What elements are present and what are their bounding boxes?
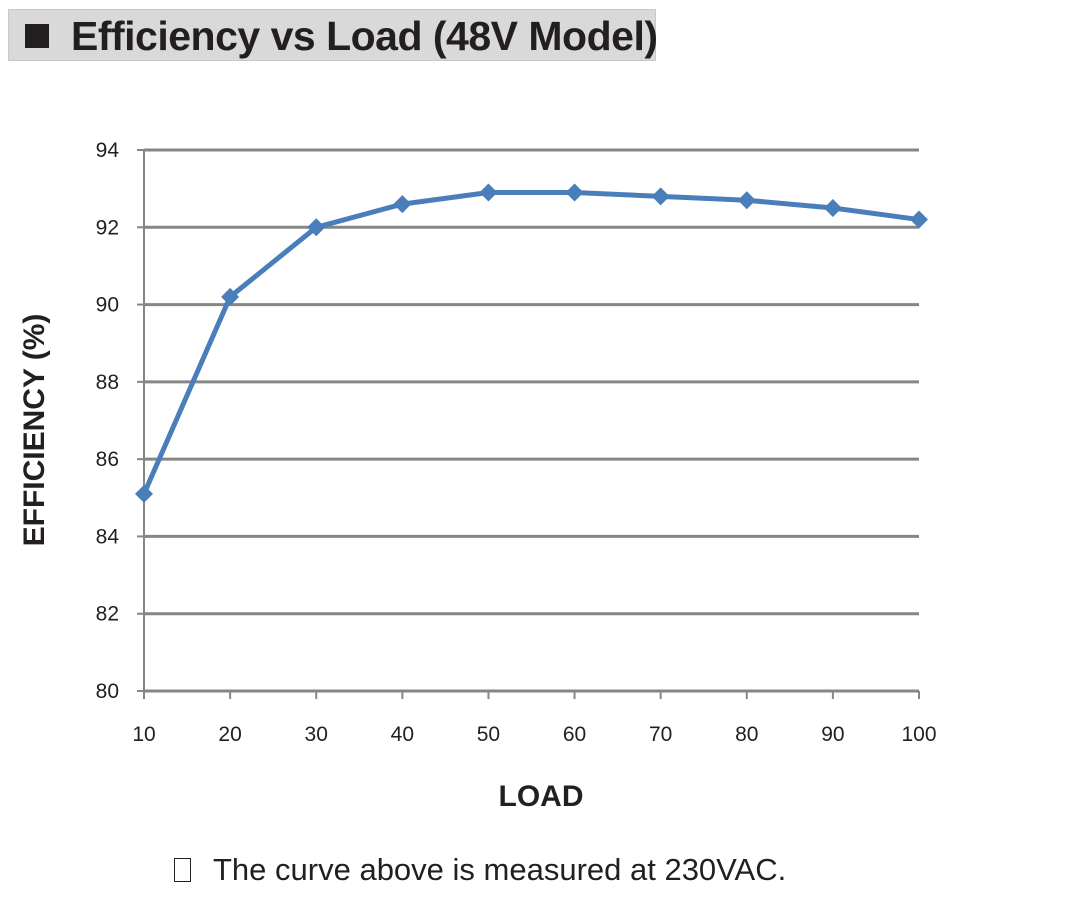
series-line [141, 190, 920, 495]
data-point-marker [910, 210, 928, 229]
data-point-marker [823, 198, 842, 217]
x-tick-label: 80 [735, 723, 758, 746]
y-tick-label: 90 [96, 294, 119, 317]
x-tick-label: 50 [477, 723, 500, 746]
x-tick-label: 30 [305, 723, 328, 746]
x-tick-label: 100 [901, 723, 936, 746]
note-box-icon [174, 858, 191, 882]
data-point-marker [651, 187, 670, 206]
data-point-marker [221, 287, 240, 306]
x-tick-label: 10 [132, 723, 155, 746]
x-tick-label: 20 [218, 723, 241, 746]
axis-layer [137, 149, 920, 699]
x-tick-label: 70 [649, 723, 672, 746]
data-point-marker [135, 484, 153, 503]
chart-title: Efficiency vs Load (48V Model) [71, 13, 658, 59]
x-tick-label: 40 [391, 723, 414, 746]
y-tick-label: 88 [96, 371, 119, 394]
tick-labels: 80 82 84 86 88 90 92 94 10 20 30 40 50 60 70 80 90 100 [96, 139, 937, 746]
title-bullet-square [25, 24, 49, 48]
y-tick-label: 80 [96, 680, 119, 703]
data-point-marker [565, 183, 584, 202]
title-banner: Efficiency vs Load (48V Model) [8, 9, 658, 61]
x-tick-label: 60 [563, 723, 586, 746]
y-axis-title: EFFICIENCY (%) [18, 314, 51, 547]
series-layer [135, 183, 928, 503]
y-tick-label: 82 [96, 603, 119, 626]
x-axis-title: LOAD [499, 780, 584, 813]
x-tick-label: 90 [821, 723, 844, 746]
measurement-note: The curve above is measured at 230VAC. [172, 852, 786, 888]
data-point-marker [307, 218, 326, 237]
data-point-marker [393, 195, 412, 214]
grid-layer [144, 148, 919, 693]
y-tick-label: 94 [96, 139, 120, 162]
note-text: The curve above is measured at 230VAC. [213, 852, 787, 887]
y-tick-label: 84 [96, 525, 120, 548]
data-point-marker [479, 183, 498, 202]
y-tick-label: 92 [96, 216, 119, 239]
data-point-marker [737, 191, 756, 210]
y-tick-label: 86 [96, 448, 119, 471]
